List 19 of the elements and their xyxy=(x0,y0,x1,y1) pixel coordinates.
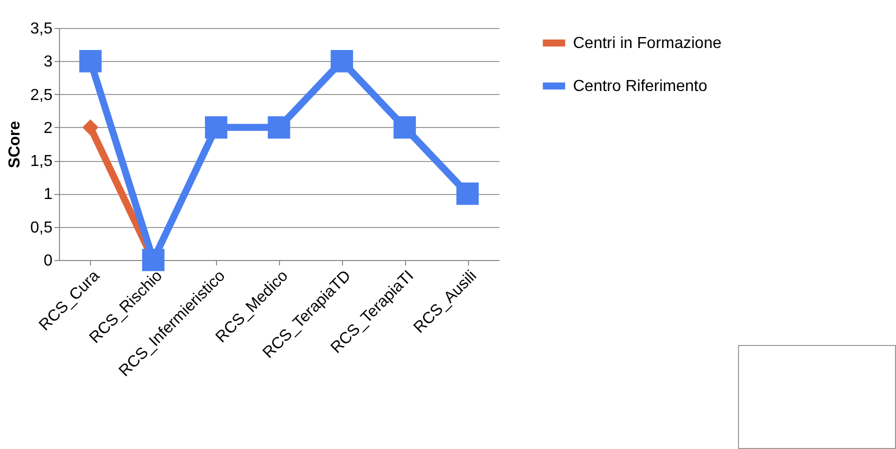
y-tick-label: 3 xyxy=(44,54,53,71)
point xyxy=(268,116,290,139)
point xyxy=(394,116,416,139)
y-tick-label: 3,5 xyxy=(30,20,53,38)
legend-label: Centri in Formazione xyxy=(573,35,722,52)
y-tick-label: 2 xyxy=(44,120,53,137)
y-tick-label: 2,5 xyxy=(30,86,53,104)
y-tick-label: 1 xyxy=(44,186,53,204)
y-tick-label: 1,5 xyxy=(30,153,53,170)
y-tick-label: 0,5 xyxy=(30,219,53,236)
point xyxy=(142,248,164,272)
point xyxy=(330,50,354,72)
point xyxy=(79,50,102,72)
y-axis-title: SCore xyxy=(6,120,24,168)
point xyxy=(204,116,228,139)
point xyxy=(82,119,98,136)
legend-label: Centro Riferimento xyxy=(573,78,708,95)
point xyxy=(456,182,479,205)
y-tick-label: 0 xyxy=(44,252,53,270)
